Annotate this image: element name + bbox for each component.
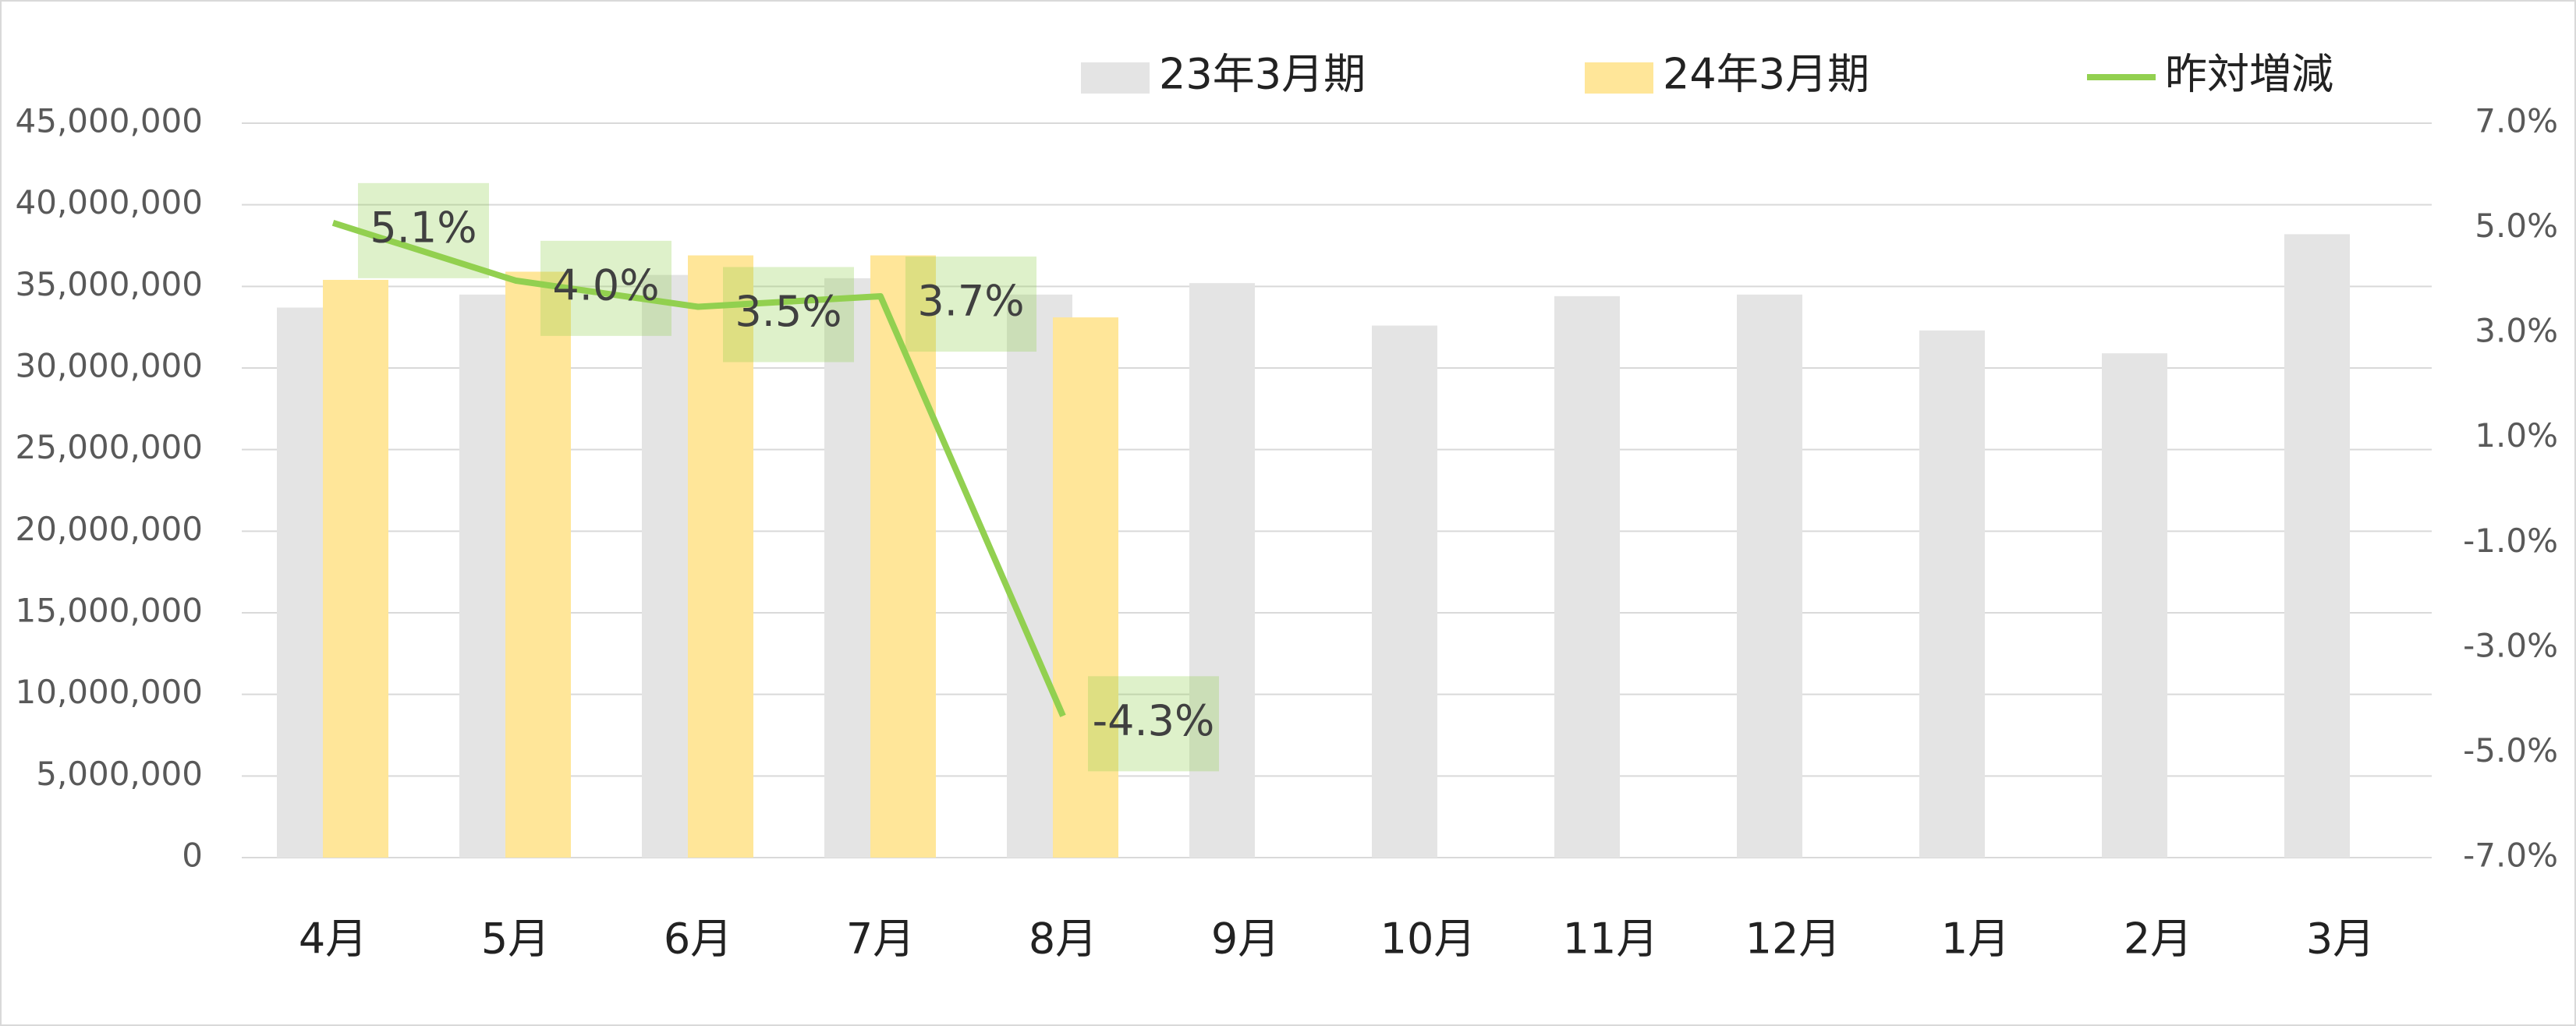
line — [331, 220, 1066, 717]
y-tick-label: 45,000,000 — [16, 102, 203, 140]
legend-swatch — [1585, 62, 1653, 94]
y2-tick-label: 5.0% — [2475, 207, 2558, 245]
bar — [1919, 330, 1985, 858]
y2-tick-label: 1.0% — [2475, 416, 2558, 455]
bar — [323, 279, 388, 858]
x-tick-label: 4月 — [299, 915, 367, 964]
data-label: 3.5% — [735, 287, 842, 336]
bar — [1737, 294, 1802, 858]
data-label: -4.3% — [1093, 696, 1215, 745]
bar — [2102, 353, 2167, 858]
y2-tick-label: 3.0% — [2475, 312, 2558, 350]
x-tick-label: 12月 — [1745, 915, 1841, 964]
bar — [2284, 234, 2350, 858]
y-tick-label: 15,000,000 — [16, 592, 203, 630]
x-tick-label: 10月 — [1380, 915, 1476, 964]
x-tick-label: 8月 — [1029, 915, 1097, 964]
y-tick-label: 0 — [182, 837, 203, 875]
y-tick-label: 10,000,000 — [16, 673, 203, 711]
data-label-box — [1088, 676, 1219, 772]
legend-label: 昨対増減 — [2165, 50, 2333, 99]
y-tick-label: 40,000,000 — [16, 183, 203, 221]
bar — [1554, 295, 1620, 858]
x-tick-label: 1月 — [1941, 915, 2010, 964]
y-tick-label: 35,000,000 — [16, 265, 203, 303]
bar — [1189, 283, 1255, 858]
x-tick-label: 6月 — [664, 915, 732, 964]
legend-swatch — [1081, 62, 1150, 94]
data-label-box — [905, 256, 1036, 352]
x-tick-label: 9月 — [1211, 915, 1280, 964]
bar — [1053, 317, 1118, 858]
y-tick-label: 30,000,000 — [16, 347, 203, 385]
x-tick-label: 2月 — [2124, 915, 2192, 964]
bar — [1372, 325, 1437, 858]
legend-label: 24年3月期 — [1663, 50, 1869, 99]
x-tick-label: 5月 — [481, 915, 550, 964]
data-label: 3.7% — [917, 277, 1024, 326]
y2-tick-label: -5.0% — [2463, 731, 2558, 770]
legend-label: 23年3月期 — [1159, 50, 1366, 99]
y-tick-label: 5,000,000 — [36, 755, 203, 793]
y2-tick-label: -3.0% — [2463, 626, 2558, 664]
y2-tick-label: 7.0% — [2475, 102, 2558, 140]
y-tick-label: 25,000,000 — [16, 428, 203, 466]
data-label: 5.1% — [370, 203, 477, 252]
data-label-box — [540, 240, 671, 336]
bar — [688, 255, 753, 858]
y2-tick-label: -7.0% — [2463, 837, 2558, 875]
x-tick-label: 3月 — [2306, 915, 2375, 964]
x-tick-label: 11月 — [1563, 915, 1659, 964]
x-tick-label: 7月 — [846, 915, 915, 964]
y2-tick-label: -1.0% — [2463, 522, 2558, 560]
data-label-box — [358, 182, 489, 278]
data-label: 4.0% — [552, 260, 659, 310]
y-tick-label: 20,000,000 — [16, 510, 203, 548]
bar — [505, 271, 571, 858]
data-label-box — [723, 267, 854, 363]
